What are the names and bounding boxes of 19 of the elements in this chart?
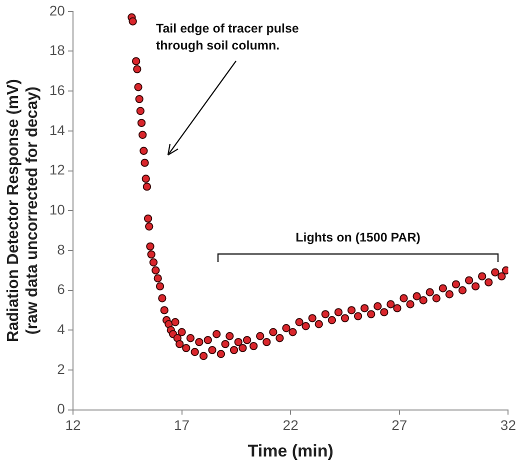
y-tick-label: 4 (57, 320, 66, 337)
y-tick-label: 0 (57, 400, 66, 417)
y-tick-label: 2 (57, 360, 66, 377)
y-tick-label: 8 (57, 241, 66, 258)
y-tick-label: 10 (49, 201, 66, 218)
y-tick-label: 12 (49, 162, 66, 178)
annotation: Tail edge of tracer pulse through soil column. (156, 22, 299, 53)
annotation: Lights on (1500 PAR) (296, 230, 420, 245)
x-tick-label: 17 (174, 417, 190, 434)
y-axis-title: Radiation Detector Response (mV) (raw data uncorrected for decay) (5, 79, 42, 342)
x-tick-label: 27 (392, 417, 408, 434)
y-tick-label: 16 (49, 82, 66, 98)
x-tick-label: 32 (500, 417, 516, 434)
y-tick-label: 18 (49, 42, 66, 58)
y-tick-label: 14 (49, 122, 66, 138)
x-tick-label: 22 (282, 417, 299, 434)
y-tick-label: 6 (57, 281, 66, 298)
x-axis-title: Time (min) (248, 441, 334, 460)
y-tick-label: 20 (49, 2, 66, 18)
